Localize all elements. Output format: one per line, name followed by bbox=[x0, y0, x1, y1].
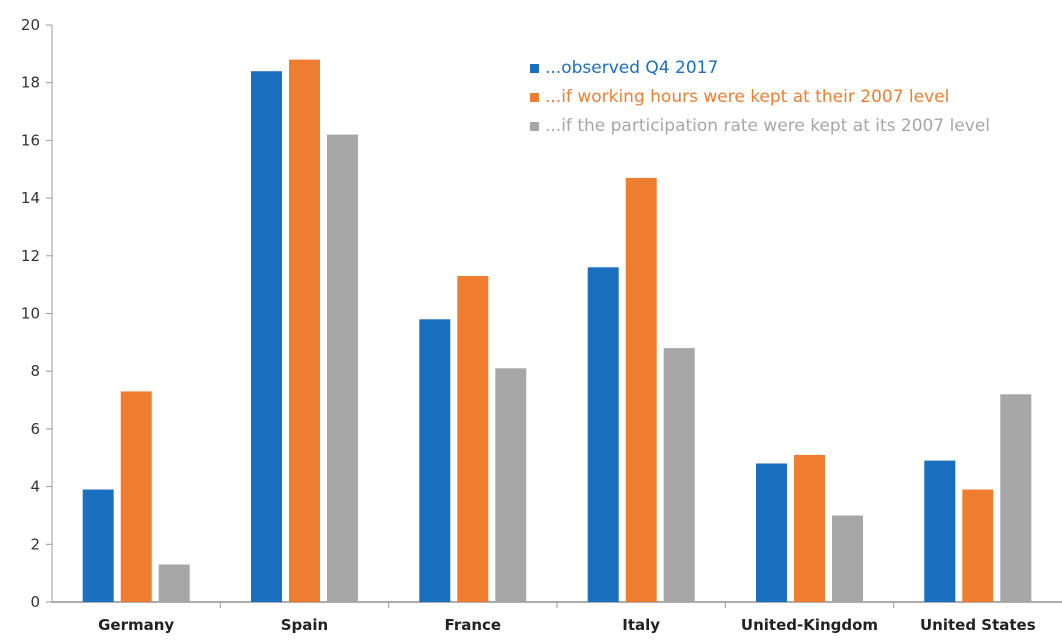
bar bbox=[924, 460, 956, 602]
bar bbox=[158, 564, 190, 602]
y-tick-label: 16 bbox=[21, 131, 40, 149]
y-axis-ticks: 0 2 4 6 8 10 12 14 16 18 20 bbox=[21, 16, 52, 611]
x-tick-label: United-Kingdom bbox=[741, 616, 878, 634]
legend-label: ...observed Q4 2017 bbox=[545, 58, 718, 78]
bar bbox=[419, 319, 451, 602]
bar bbox=[962, 489, 994, 602]
x-tick-label: France bbox=[445, 616, 502, 634]
x-axis-ticks: Germany Spain France Italy United-Kingdom Uni… bbox=[98, 602, 1036, 634]
bar bbox=[794, 454, 825, 602]
legend-swatch bbox=[530, 122, 539, 131]
y-tick-label: 6 bbox=[30, 420, 40, 438]
bar bbox=[1000, 394, 1032, 602]
legend-swatch bbox=[530, 93, 539, 102]
chart-legend: ...observed Q4 2017 ...if working hours w… bbox=[530, 58, 990, 136]
bar bbox=[457, 276, 489, 602]
y-tick-label: 0 bbox=[30, 593, 40, 611]
legend-label: ...if working hours were kept at their 2… bbox=[545, 87, 949, 107]
bar bbox=[587, 267, 619, 602]
bar bbox=[625, 177, 657, 602]
bar bbox=[663, 348, 695, 602]
bar bbox=[82, 489, 114, 602]
bar bbox=[251, 71, 282, 602]
y-tick-label: 20 bbox=[21, 16, 40, 34]
legend-label: ...if the participation rate were kept a… bbox=[545, 116, 990, 136]
bar bbox=[327, 134, 358, 602]
bar bbox=[832, 515, 863, 602]
x-tick-label: Italy bbox=[622, 616, 660, 634]
bar bbox=[756, 463, 787, 602]
y-tick-label: 18 bbox=[21, 74, 40, 92]
x-tick-label: United States bbox=[920, 616, 1036, 634]
bar bbox=[289, 59, 320, 603]
x-tick-label: Germany bbox=[98, 616, 174, 634]
legend-swatch bbox=[530, 64, 539, 73]
y-tick-label: 12 bbox=[21, 247, 40, 265]
bar-series-group bbox=[82, 59, 1032, 603]
bar bbox=[120, 391, 152, 602]
y-tick-label: 14 bbox=[21, 189, 40, 207]
bar bbox=[495, 368, 527, 602]
y-tick-label: 4 bbox=[30, 478, 40, 496]
y-tick-label: 2 bbox=[30, 535, 40, 553]
x-tick-label: Spain bbox=[281, 616, 328, 634]
y-tick-label: 10 bbox=[21, 305, 40, 323]
y-tick-label: 8 bbox=[30, 362, 40, 380]
chart-axes bbox=[51, 25, 1062, 603]
